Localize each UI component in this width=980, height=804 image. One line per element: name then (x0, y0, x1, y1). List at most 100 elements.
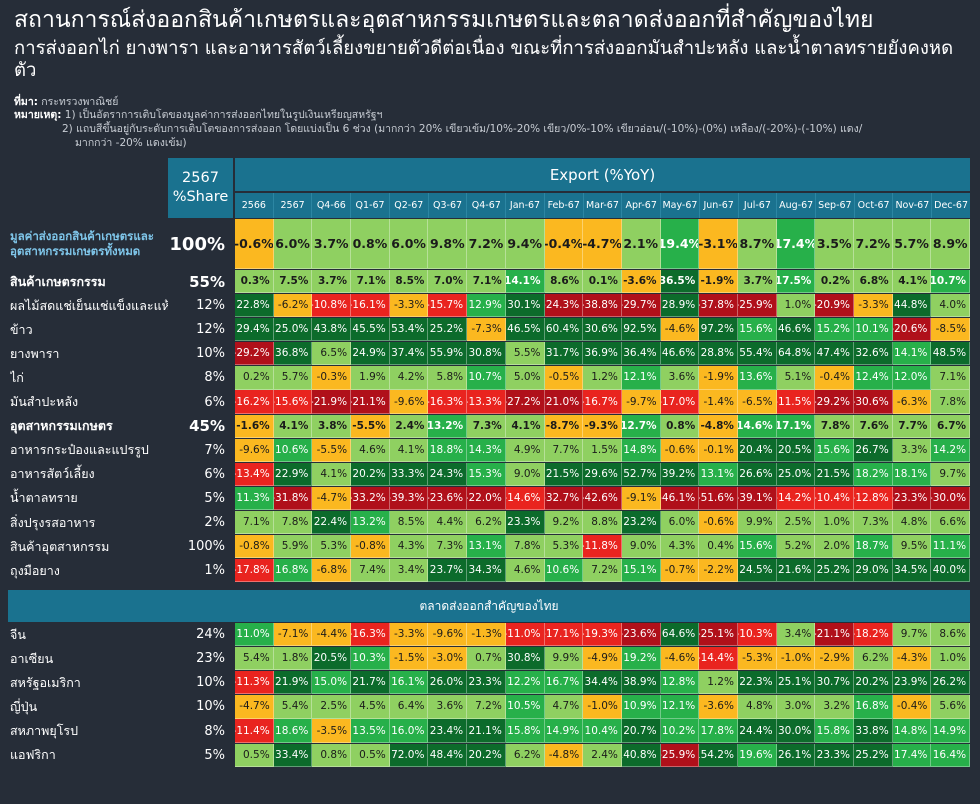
table-row: ไก่ 8% 0.2% 5.7% -0.3% 1.9% 4.2% 5.8% 10.7% 5.0% -… (0, 366, 980, 390)
value-cell: 6.4% (389, 695, 429, 719)
period-header-cell: Q3-67 (429, 193, 468, 218)
value-cell: 26.0% (428, 671, 468, 695)
value-cell: 14.9% (544, 719, 584, 743)
share-year: 2567 (182, 170, 219, 186)
row-values: -0.8% 5.9% 5.3% -0.8% 4.3% 7.3% 13.1% 7.8% 5.3% -… (235, 535, 971, 559)
row-label: ญี่ปุ่น (10, 698, 38, 714)
value-cell: -9.1% (621, 486, 661, 511)
row-values: 11.0% -7.1% -4.4% -16.3% -3.3% -9.6% -1.3% -11.… (235, 623, 971, 647)
value-cell: -10.4% (815, 486, 854, 511)
table-row: อาหารกระป๋องและแปรรูป 7% -9.6% 10.6% -5.5% 4.… (0, 438, 980, 462)
value-cell: 10.7% (931, 270, 971, 293)
value-cell: 8.7% (737, 219, 777, 269)
value-cell: 0.2% (235, 366, 274, 390)
value-cell: 36.5% (660, 270, 700, 293)
value-cell: -9.6% (428, 623, 468, 647)
value-cell: -21.1% (351, 390, 390, 414)
value-cell: 22.9% (273, 462, 313, 486)
value-cell: 6.0% (273, 219, 313, 269)
value-cell: -10.3% (737, 623, 777, 647)
value-cell: -6.2% (273, 294, 313, 318)
value-cell: -9.3% (583, 414, 622, 438)
value-cell: 0.1% (583, 270, 622, 293)
row-label: แอฟริกา (10, 747, 56, 763)
value-cell: -0.7% (660, 559, 700, 583)
value-cell: -4.6% (660, 318, 700, 342)
value-cell: -11.8% (583, 535, 622, 559)
value-cell: -16.3% (351, 623, 390, 647)
value-cell: -14.6% (505, 486, 545, 511)
value-cell: 2.0% (815, 535, 854, 559)
value-cell: 3.6% (428, 695, 468, 719)
row-values: -13.4% 22.9% 4.1% 20.2% 33.3% 24.3% 15.3% 9.0% 2… (235, 462, 971, 486)
value-cell: 3.0% (776, 695, 816, 719)
value-cell: -39.1% (737, 486, 777, 511)
row-values: -4.7% 5.4% 2.5% 4.5% 6.4% 3.6% 7.2% 10.5% 4.7% -1… (235, 695, 971, 719)
value-cell: 5.4% (235, 647, 274, 671)
value-cell: -21.9% (312, 390, 352, 414)
value-cell: 46.6% (776, 318, 816, 342)
value-cell: 33.8% (854, 719, 893, 743)
value-cell: 12.1% (621, 366, 661, 390)
value-cell: 4.8% (737, 695, 777, 719)
table-row: อาเซียน 23% 5.4% 1.8% 20.5% 10.3% -1.5% -3.0% 0.… (0, 647, 980, 671)
value-cell: -25.9% (660, 743, 700, 767)
value-cell: -0.4% (892, 695, 932, 719)
value-cell: 4.0% (931, 294, 971, 318)
period-header-cell: Jun-67 (700, 193, 739, 218)
value-cell: 10.5% (505, 695, 545, 719)
value-cell: 16.8% (273, 559, 313, 583)
value-cell: 4.3% (389, 535, 429, 559)
value-cell: -17.8% (235, 559, 274, 583)
value-cell: -19.3% (583, 623, 622, 647)
value-cell: 21.6% (776, 559, 816, 583)
row-values: -16.2% -15.6% -21.9% -21.1% -9.6% -16.3% -13.3… (235, 390, 971, 414)
value-cell: 4.1% (389, 438, 429, 462)
value-cell: 7.8% (815, 414, 854, 438)
value-cell: -29.7% (621, 294, 661, 318)
value-cell: 126.1% (776, 743, 816, 767)
value-cell: 29.0% (854, 559, 893, 583)
note-2: 2) แถบสีขึ้นอยู่กับระดับการเติบโตของการส… (62, 123, 863, 135)
value-cell: 10.2% (660, 719, 700, 743)
value-cell: 10.6% (544, 559, 584, 583)
value-cell: -3.3% (389, 623, 429, 647)
value-cell: 7.7% (544, 438, 584, 462)
value-cell: 15.6% (737, 535, 777, 559)
row-label: ผลไม้สดแช่เย็นแช่แข็งและแห้ง (10, 297, 168, 313)
value-cell: 17.8% (699, 719, 738, 743)
value-cell: 16.4% (931, 743, 971, 767)
row-share: 12% (196, 322, 225, 338)
value-cell: -1.9% (699, 366, 738, 390)
value-cell: 7.6% (854, 414, 893, 438)
value-cell: -13.3% (467, 390, 506, 414)
value-cell: 128.9% (660, 294, 700, 318)
row-share: 8% (204, 370, 225, 386)
value-cell: 9.0% (505, 462, 545, 486)
value-cell: -4.7% (235, 695, 274, 719)
value-cell: 8.5% (389, 510, 429, 535)
row-label: อุตสาหกรรมเกษตร (10, 418, 113, 434)
value-cell: 7.1% (931, 366, 971, 390)
value-cell: 1.0% (931, 647, 971, 671)
value-cell: 7.2% (467, 695, 506, 719)
value-cell: 44.8% (892, 294, 932, 318)
value-cell: 14.3% (467, 438, 506, 462)
row-label: สหรัฐอเมริกา (10, 674, 81, 690)
value-cell: 7.0% (428, 270, 468, 293)
value-cell: -17.0% (660, 390, 700, 414)
value-cell: 7.3% (854, 510, 893, 535)
page-subtitle: การส่งออกไก่ ยางพารา และอาหารสัตว์เลี้ยง… (14, 38, 954, 81)
page-title: สถานการณ์ส่งออกสินค้าเกษตรและอุตสาหกรรมเ… (14, 7, 874, 33)
value-cell: 12.1% (660, 695, 700, 719)
value-cell: 2.4% (389, 414, 429, 438)
row-values: 0.3% 7.5% 3.7% 7.1% 8.5% 7.0% 7.1% 14.1% 8.6% 0.1… (235, 270, 971, 293)
value-cell: -3.5% (312, 719, 352, 743)
value-cell: 21.7% (351, 671, 390, 695)
value-cell: 18.2% (854, 462, 893, 486)
value-cell: -1.3% (467, 623, 506, 647)
value-cell: 3.4% (776, 623, 816, 647)
value-cell: 8.8% (583, 510, 622, 535)
table-row: สินค้าเกษตรกรรม 55% 0.3% 7.5% 3.7% 7.1% 8.5% 7.… (0, 270, 980, 293)
value-cell: 14.8% (892, 719, 932, 743)
